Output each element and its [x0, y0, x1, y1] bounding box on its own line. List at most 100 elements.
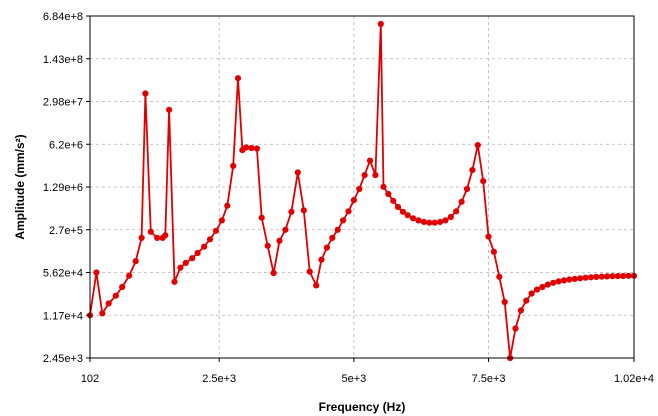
data-point	[148, 229, 154, 235]
y-tick-label: 6.84e+8	[43, 11, 83, 23]
data-point	[405, 212, 411, 218]
axis-ticks: 2.45e+3 1.17e+4 5.62e+4 2.7e+5 1.29e+6 6.2e+6…	[43, 11, 654, 385]
data-point	[572, 276, 578, 282]
data-point	[448, 214, 454, 220]
data-point	[362, 172, 368, 178]
data-point	[459, 199, 465, 205]
data-point	[345, 208, 351, 214]
data-point	[318, 257, 324, 263]
data-point	[502, 299, 508, 305]
y-tick-label: 1.17e+4	[43, 310, 83, 322]
data-point	[426, 220, 432, 226]
data-point	[307, 269, 313, 275]
data-point	[523, 298, 529, 304]
x-tick-label: 7.5e+3	[472, 373, 506, 385]
data-point	[491, 249, 497, 255]
data-point	[385, 191, 391, 197]
data-point	[390, 198, 396, 204]
data-point	[230, 163, 236, 169]
data-point	[254, 145, 260, 151]
data-point	[464, 186, 470, 192]
data-point	[295, 169, 301, 175]
data-point	[271, 270, 277, 276]
data-point	[566, 276, 572, 282]
series-line	[90, 24, 634, 358]
data-point	[133, 258, 139, 264]
data-point	[243, 144, 249, 150]
data-point	[93, 269, 99, 275]
data-point	[550, 280, 556, 286]
data-point	[512, 325, 518, 331]
data-point	[380, 184, 386, 190]
y-tick-label: 1.43e+8	[43, 54, 83, 66]
data-point	[437, 219, 443, 225]
data-point	[213, 228, 219, 234]
data-point	[177, 265, 183, 271]
data-point	[626, 273, 632, 279]
data-point	[534, 287, 540, 293]
y-tick-label: 6.2e+6	[49, 139, 83, 151]
data-point	[183, 260, 189, 266]
data-point	[561, 277, 567, 283]
data-point	[599, 274, 605, 280]
data-point	[556, 278, 562, 284]
data-point	[335, 227, 341, 233]
x-tick-label: 2.5e+3	[202, 373, 236, 385]
data-point	[248, 145, 254, 151]
data-point	[378, 21, 384, 27]
data-point	[395, 204, 401, 210]
data-point	[410, 215, 416, 221]
data-point	[496, 274, 502, 280]
data-point	[139, 235, 145, 241]
data-point	[126, 273, 132, 279]
data-point	[367, 158, 373, 164]
data-point	[340, 217, 346, 223]
data-point	[529, 290, 535, 296]
data-point	[99, 310, 105, 316]
data-point	[154, 235, 160, 241]
data-point	[356, 186, 362, 192]
data-point	[415, 217, 421, 223]
data-point	[313, 282, 319, 288]
data-point	[301, 207, 307, 213]
data-point	[207, 236, 213, 242]
series-amplitude	[87, 21, 637, 361]
data-point	[201, 244, 207, 250]
data-point	[329, 235, 335, 241]
data-point	[432, 220, 438, 226]
data-point	[620, 273, 626, 279]
data-point	[106, 300, 112, 306]
data-point	[442, 217, 448, 223]
data-point	[162, 232, 168, 238]
data-point	[113, 293, 119, 299]
y-tick-label: 5.62e+4	[43, 268, 83, 280]
data-point	[235, 75, 241, 81]
data-point	[324, 245, 330, 251]
data-point	[593, 274, 599, 280]
data-point	[288, 209, 294, 215]
data-point	[469, 167, 475, 173]
data-point	[577, 275, 583, 281]
data-point	[485, 234, 491, 240]
data-point	[615, 273, 621, 279]
data-point	[604, 273, 610, 279]
data-point	[545, 282, 551, 288]
y-tick-label: 2.7e+5	[49, 225, 83, 237]
x-tick-label: 102	[81, 373, 99, 385]
data-point	[265, 243, 271, 249]
data-point	[259, 215, 265, 221]
data-point	[609, 273, 615, 279]
y-axis-title: Amplitude (mm/s²)	[13, 134, 27, 239]
data-point	[539, 284, 545, 290]
data-point	[166, 107, 172, 113]
data-point	[372, 172, 378, 178]
y-tick-label: 2.45e+3	[43, 353, 83, 365]
data-point	[219, 217, 225, 223]
data-point	[119, 284, 125, 290]
data-point	[582, 275, 588, 281]
x-tick-label: 1.02e+4	[614, 373, 654, 385]
data-point	[224, 203, 230, 209]
data-point	[518, 307, 524, 313]
data-point	[195, 250, 201, 256]
data-point	[588, 274, 594, 280]
